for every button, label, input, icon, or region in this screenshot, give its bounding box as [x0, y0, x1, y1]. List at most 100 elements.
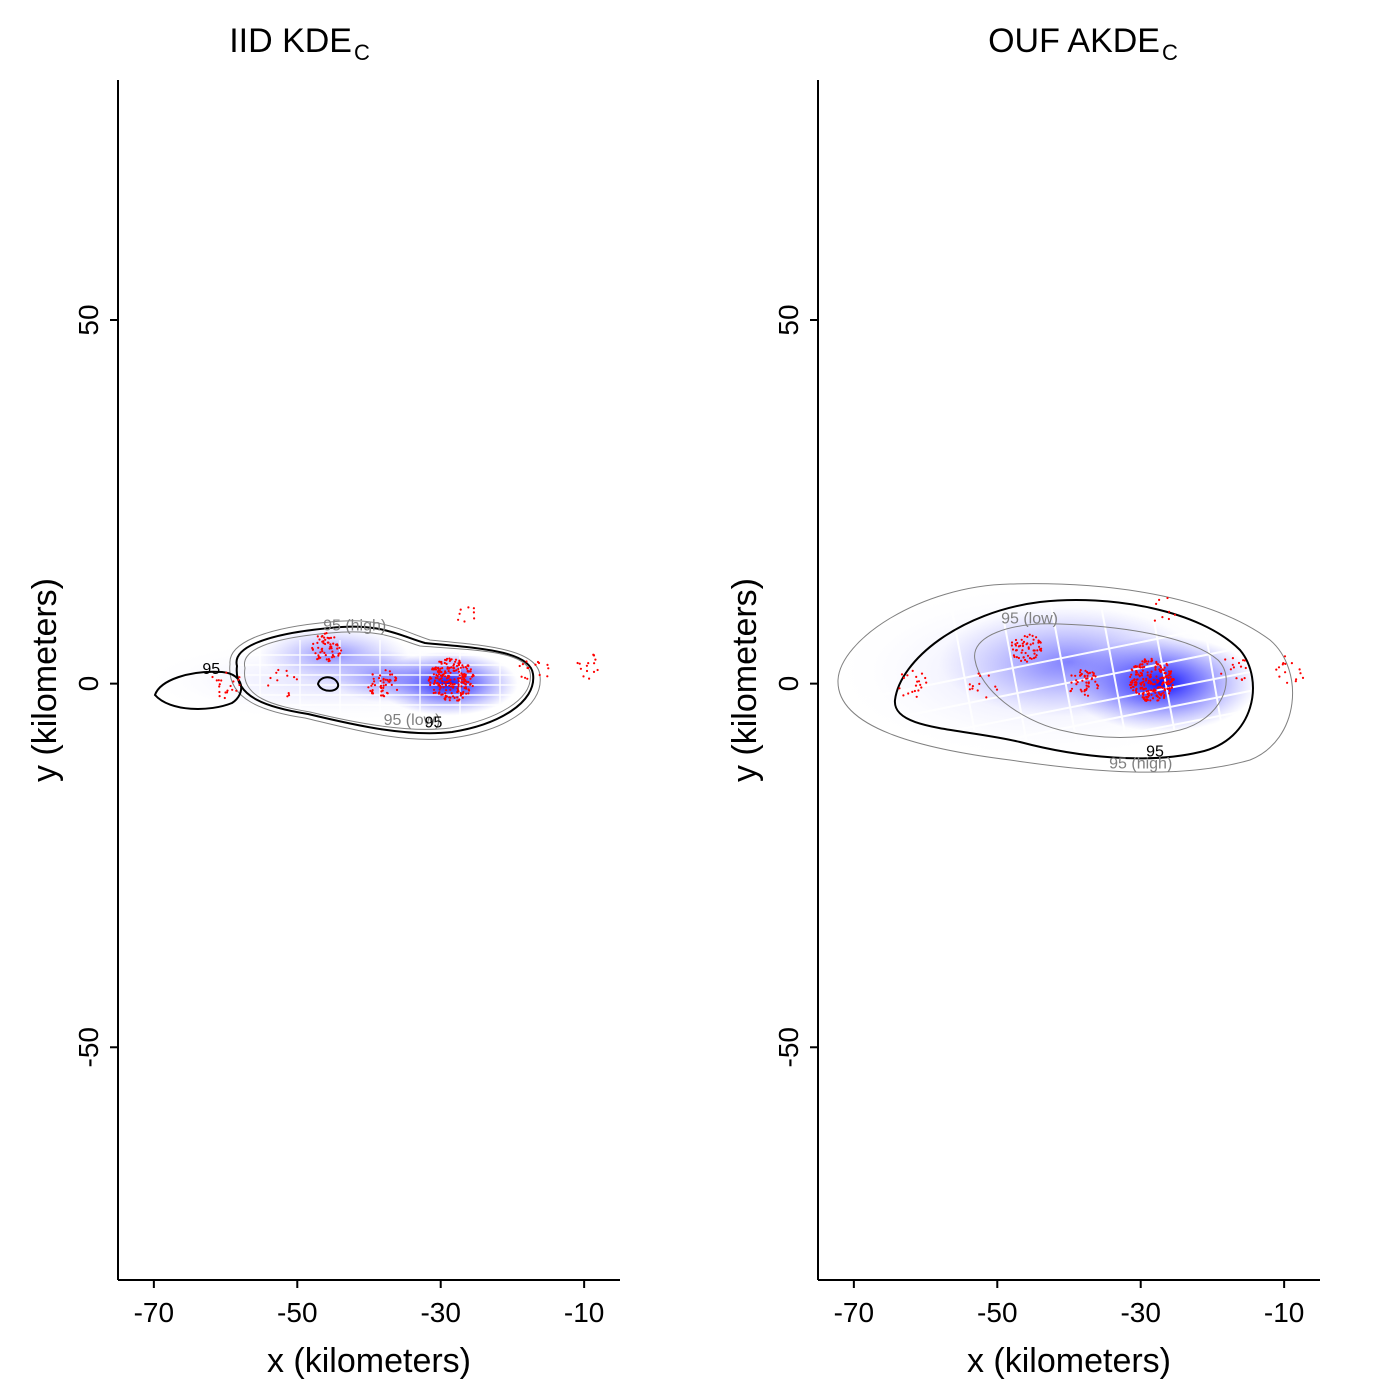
location-point	[445, 681, 448, 684]
location-point	[461, 692, 464, 695]
location-point	[389, 673, 392, 676]
location-point	[225, 671, 228, 674]
x-tick-label: -50	[277, 1297, 317, 1328]
location-point	[1138, 692, 1141, 696]
location-point	[1141, 692, 1144, 695]
location-point	[436, 677, 439, 680]
location-point	[464, 675, 467, 678]
location-point	[429, 681, 432, 684]
location-point	[1075, 683, 1078, 686]
location-point	[1135, 683, 1138, 686]
location-point	[337, 654, 340, 657]
location-point	[985, 696, 988, 699]
location-point	[215, 679, 218, 682]
location-point	[314, 652, 317, 655]
location-point	[582, 675, 585, 678]
axes	[817, 80, 1320, 1281]
density-layer	[830, 582, 1260, 762]
x-ticks: -70 -50 -30 -10	[834, 1280, 1304, 1328]
location-point	[450, 666, 453, 669]
contour-95-low	[244, 631, 531, 730]
location-point	[1081, 679, 1084, 682]
location-point	[323, 651, 326, 655]
location-point	[433, 681, 436, 684]
location-point	[311, 648, 314, 651]
location-point	[1014, 649, 1018, 652]
location-point	[911, 669, 914, 673]
location-point	[1076, 681, 1079, 684]
location-point	[385, 691, 389, 694]
location-point	[316, 635, 319, 638]
contour-labels: 95 95 (high) 95 (low) 95	[202, 618, 442, 732]
location-point	[1155, 660, 1158, 664]
location-point	[1031, 634, 1034, 638]
density-blob	[377, 651, 518, 716]
location-point	[1170, 678, 1173, 681]
location-point	[1083, 693, 1086, 696]
location-point	[1135, 671, 1138, 674]
location-point	[371, 689, 374, 692]
location-point	[1153, 683, 1156, 686]
location-point	[438, 685, 441, 688]
location-point	[439, 667, 442, 670]
location-point	[1169, 681, 1172, 684]
location-point	[458, 674, 461, 677]
location-point	[902, 676, 906, 680]
location-point	[902, 694, 905, 697]
location-point	[1087, 681, 1090, 684]
location-point	[1170, 670, 1173, 673]
location-point	[1235, 677, 1238, 680]
location-point	[380, 690, 383, 693]
location-point	[287, 692, 290, 695]
location-point	[1146, 662, 1149, 665]
location-point	[323, 636, 326, 639]
location-point	[1137, 673, 1140, 676]
location-point	[443, 661, 446, 665]
location-point	[1161, 681, 1164, 684]
location-point	[1154, 668, 1157, 671]
location-point	[472, 611, 475, 614]
location-point	[1150, 693, 1153, 696]
location-point	[452, 667, 455, 670]
contour-label: 95	[1146, 743, 1164, 760]
contour-95	[235, 625, 535, 735]
location-point	[976, 689, 979, 692]
location-point	[388, 670, 391, 673]
location-point	[1146, 671, 1149, 674]
location-point	[459, 608, 462, 611]
location-point	[458, 659, 461, 662]
location-point	[445, 677, 449, 680]
location-point	[460, 681, 463, 684]
location-point	[384, 683, 387, 687]
location-point	[295, 678, 298, 681]
location-point	[235, 689, 238, 692]
location-point	[440, 677, 443, 680]
location-point	[460, 678, 463, 681]
location-point	[321, 650, 324, 653]
location-point	[217, 679, 220, 682]
location-point	[1162, 696, 1166, 700]
location-point	[534, 663, 537, 666]
location-point	[1094, 675, 1097, 678]
location-point	[1168, 689, 1172, 692]
location-point	[1079, 669, 1082, 672]
location-point	[916, 680, 919, 683]
location-point	[218, 683, 221, 686]
location-point	[1147, 689, 1150, 693]
location-point	[1029, 643, 1032, 646]
location-point	[1166, 687, 1169, 691]
location-point	[1075, 679, 1078, 682]
location-point	[448, 696, 451, 699]
location-point	[526, 677, 529, 680]
y-ticks: -50 0 50	[773, 304, 818, 1068]
location-point	[1139, 687, 1142, 690]
location-point	[1010, 644, 1014, 647]
location-point	[906, 674, 909, 677]
location-point	[1131, 679, 1134, 682]
location-point	[326, 641, 329, 644]
location-point	[1166, 683, 1169, 686]
location-point	[467, 664, 470, 667]
contour-label: 95	[202, 661, 220, 678]
location-point	[1039, 641, 1042, 644]
location-point	[457, 685, 460, 688]
